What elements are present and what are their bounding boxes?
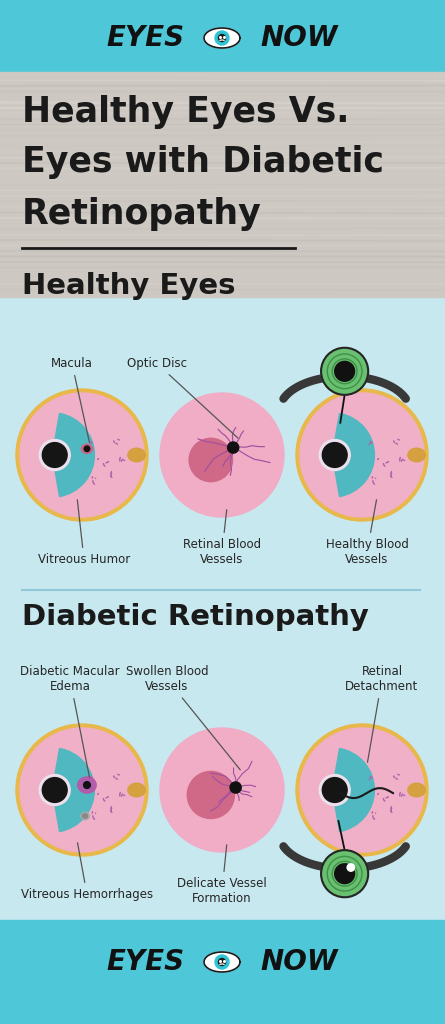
Circle shape — [160, 393, 284, 517]
Circle shape — [215, 955, 229, 969]
Circle shape — [16, 389, 148, 521]
Ellipse shape — [408, 783, 425, 797]
Text: Healthy Eyes Vs.: Healthy Eyes Vs. — [22, 95, 349, 129]
Text: Diabetic Macular
Edema: Diabetic Macular Edema — [20, 665, 120, 777]
Ellipse shape — [83, 814, 88, 818]
Ellipse shape — [81, 444, 93, 454]
Text: EYES: EYES — [107, 24, 185, 52]
Circle shape — [230, 782, 241, 794]
Circle shape — [84, 446, 90, 452]
Text: NOW: NOW — [260, 948, 337, 976]
Circle shape — [189, 438, 233, 481]
Text: Eyes with Diabetic: Eyes with Diabetic — [22, 145, 384, 179]
Circle shape — [42, 777, 67, 803]
Text: Macula: Macula — [51, 357, 93, 442]
Circle shape — [322, 442, 347, 467]
Circle shape — [84, 781, 90, 788]
Circle shape — [335, 361, 355, 381]
Circle shape — [321, 348, 368, 395]
Polygon shape — [204, 28, 240, 48]
Circle shape — [322, 777, 347, 803]
Circle shape — [227, 442, 239, 454]
Text: Vitreous Humor: Vitreous Humor — [38, 500, 130, 566]
Circle shape — [218, 958, 226, 966]
Ellipse shape — [128, 783, 145, 797]
Circle shape — [321, 850, 368, 897]
Circle shape — [42, 442, 67, 467]
Circle shape — [20, 728, 144, 852]
Text: Retinopathy: Retinopathy — [22, 197, 262, 231]
Text: Swollen Blood
Vessels: Swollen Blood Vessels — [125, 665, 240, 770]
Circle shape — [300, 393, 424, 517]
Ellipse shape — [319, 439, 350, 470]
Circle shape — [296, 724, 428, 856]
Circle shape — [20, 393, 144, 517]
Circle shape — [16, 724, 148, 856]
Wedge shape — [52, 749, 94, 831]
Circle shape — [300, 728, 424, 852]
Wedge shape — [332, 749, 374, 831]
Text: Diabetic Retinopathy: Diabetic Retinopathy — [22, 603, 369, 631]
Circle shape — [218, 35, 226, 42]
Text: Healthy Blood
Vessels: Healthy Blood Vessels — [326, 500, 409, 566]
Circle shape — [187, 771, 235, 818]
Ellipse shape — [81, 812, 89, 820]
Bar — [0, 72, 445, 297]
Circle shape — [160, 728, 284, 852]
Text: Retinal
Detachment: Retinal Detachment — [345, 665, 419, 762]
Bar — [0, 920, 445, 1024]
Wedge shape — [332, 414, 374, 497]
Bar — [0, 0, 445, 72]
Text: Delicate Vessel
Formation: Delicate Vessel Formation — [177, 845, 267, 905]
Circle shape — [347, 864, 355, 871]
Ellipse shape — [408, 449, 425, 462]
Text: Optic Disc: Optic Disc — [127, 357, 238, 438]
Ellipse shape — [39, 439, 70, 470]
Ellipse shape — [128, 449, 145, 462]
Text: Healthy Eyes: Healthy Eyes — [22, 272, 235, 300]
Text: NOW: NOW — [260, 24, 337, 52]
Text: EYES: EYES — [107, 948, 185, 976]
Text: Vitreous Hemorrhages: Vitreous Hemorrhages — [21, 843, 153, 901]
Circle shape — [296, 389, 428, 521]
Circle shape — [215, 31, 229, 45]
Wedge shape — [52, 414, 94, 497]
Ellipse shape — [78, 777, 96, 794]
Ellipse shape — [319, 774, 350, 806]
Polygon shape — [204, 952, 240, 972]
Circle shape — [335, 864, 355, 884]
Ellipse shape — [39, 774, 70, 806]
Text: Retinal Blood
Vessels: Retinal Blood Vessels — [183, 510, 261, 566]
